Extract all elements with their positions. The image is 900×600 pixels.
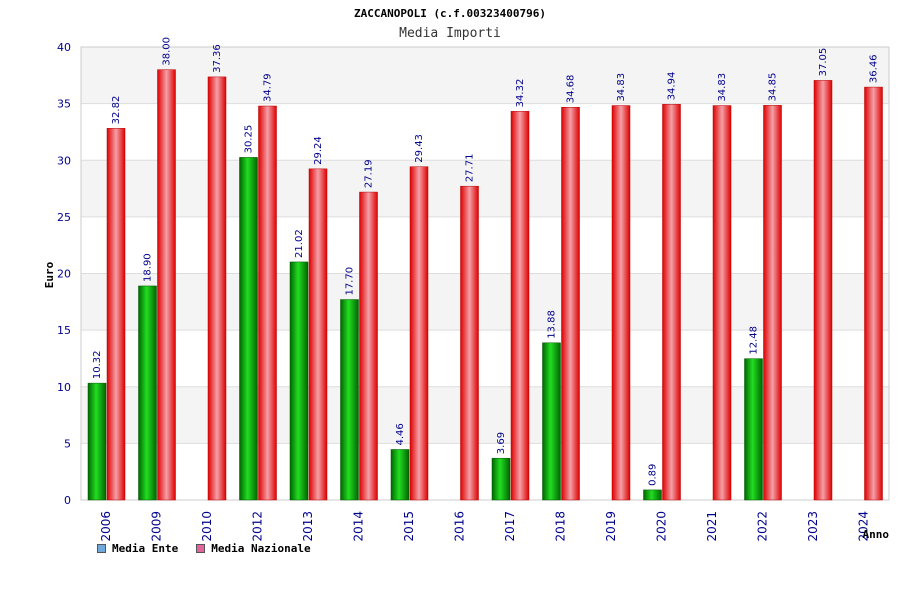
bar-media-nazionale bbox=[359, 191, 378, 501]
bars bbox=[87, 69, 883, 501]
bar-media-ente bbox=[239, 157, 258, 501]
value-label: 13.88 bbox=[547, 310, 558, 339]
y-tick-label: 10 bbox=[57, 381, 71, 394]
x-tick-label: 2009 bbox=[150, 511, 164, 542]
x-axis-ticks: 2006 2009 2010 2012 2013 2014 2015 2016 2017 2018… bbox=[99, 511, 871, 542]
bar-media-ente bbox=[289, 261, 309, 501]
bar-media-nazionale bbox=[813, 80, 833, 501]
bar-media-nazionale bbox=[712, 105, 732, 501]
value-label: 34.68 bbox=[566, 75, 577, 104]
value-label: 12.48 bbox=[749, 326, 760, 355]
y-tick-label: 15 bbox=[57, 324, 71, 337]
x-tick-label: 2017 bbox=[503, 511, 517, 542]
value-labels: 10.32 32.82 18.90 38.00 37.36 30.25 34.79 21.02… bbox=[92, 37, 880, 486]
bar-media-nazionale bbox=[662, 104, 681, 501]
bar-media-nazionale bbox=[157, 69, 176, 501]
x-tick-label: 2013 bbox=[301, 511, 315, 542]
bar-media-nazionale bbox=[460, 185, 479, 501]
y-tick-label: 30 bbox=[57, 154, 71, 167]
value-label: 27.71 bbox=[465, 154, 476, 183]
bar-media-ente bbox=[390, 449, 410, 501]
value-label: 34.32 bbox=[515, 79, 526, 108]
value-label: 29.43 bbox=[414, 134, 425, 163]
x-tick-label: 2006 bbox=[99, 511, 113, 542]
value-label: 30.25 bbox=[244, 125, 255, 154]
x-tick-label: 2010 bbox=[200, 511, 214, 542]
y-tick-label: 40 bbox=[57, 41, 71, 54]
y-tick-label: 20 bbox=[57, 268, 71, 281]
bar-media-nazionale bbox=[106, 128, 126, 501]
y-tick-label: 25 bbox=[57, 211, 71, 224]
value-label: 18.90 bbox=[143, 253, 154, 282]
value-label: 0.89 bbox=[648, 464, 659, 486]
legend-label-media-ente: Media Ente bbox=[112, 542, 179, 555]
value-label: 4.46 bbox=[395, 423, 406, 445]
legend-item-media-nazionale: Media Nazionale bbox=[196, 542, 311, 555]
value-label: 34.79 bbox=[263, 73, 274, 102]
legend-swatch-media-ente bbox=[97, 544, 106, 553]
x-tick-label: 2024 bbox=[857, 511, 871, 542]
value-label: 29.24 bbox=[313, 136, 324, 165]
value-label: 21.02 bbox=[294, 229, 305, 258]
x-tick-label: 2019 bbox=[604, 511, 618, 542]
bar-media-nazionale bbox=[510, 111, 530, 501]
legend: Media Ente Media Nazionale bbox=[97, 542, 311, 555]
chart-title: ZACCANOPOLI (c.f.00323400796) bbox=[354, 7, 546, 20]
chart-subtitle: Media Importi bbox=[399, 26, 501, 41]
bar-media-ente bbox=[340, 299, 359, 501]
bar-media-nazionale bbox=[409, 166, 429, 501]
value-label: 3.69 bbox=[496, 432, 507, 454]
value-label: 10.32 bbox=[92, 350, 103, 379]
x-tick-label: 2023 bbox=[806, 511, 820, 542]
plot-border bbox=[80, 46, 890, 501]
x-tick-label: 2015 bbox=[402, 511, 416, 542]
x-tick-label: 2018 bbox=[554, 511, 568, 542]
value-label: 34.83 bbox=[616, 73, 627, 102]
bar-media-ente bbox=[744, 358, 763, 501]
x-tick-label: 2014 bbox=[352, 511, 366, 542]
value-label: 36.46 bbox=[869, 54, 880, 83]
legend-swatch-media-nazionale bbox=[196, 544, 206, 553]
y-axis-ticks: 0 5 10 15 20 25 30 35 40 bbox=[57, 41, 71, 507]
y-tick-label: 0 bbox=[64, 494, 71, 507]
bar-media-ente bbox=[87, 382, 107, 501]
x-tick-label: 2012 bbox=[251, 511, 265, 542]
bar-media-nazionale bbox=[207, 76, 227, 501]
y-tick-label: 5 bbox=[64, 437, 71, 450]
bar-media-nazionale bbox=[308, 168, 328, 501]
value-label: 34.94 bbox=[667, 72, 678, 101]
value-label: 32.82 bbox=[111, 96, 122, 125]
bar-media-nazionale bbox=[763, 105, 782, 501]
value-label: 34.85 bbox=[768, 73, 779, 102]
value-label: 38.00 bbox=[162, 37, 173, 66]
bar-media-nazionale bbox=[864, 86, 883, 501]
y-axis-label: Euro bbox=[43, 261, 56, 288]
value-label: 37.05 bbox=[818, 48, 829, 77]
bar-media-ente bbox=[138, 285, 157, 501]
x-tick-label: 2021 bbox=[705, 511, 719, 542]
y-tick-label: 35 bbox=[57, 98, 71, 111]
x-tick-label: 2022 bbox=[756, 511, 770, 542]
value-label: 27.19 bbox=[364, 159, 375, 188]
value-label: 34.83 bbox=[717, 73, 728, 102]
x-tick-label: 2020 bbox=[655, 511, 669, 542]
value-label: 37.36 bbox=[212, 44, 223, 73]
value-label: 17.70 bbox=[345, 267, 356, 296]
bar-media-nazionale bbox=[258, 105, 277, 501]
x-tick-label: 2016 bbox=[453, 511, 467, 542]
bar-media-ente bbox=[643, 489, 662, 501]
legend-label-media-nazionale: Media Nazionale bbox=[211, 542, 311, 555]
bar-media-nazionale bbox=[561, 106, 580, 501]
bar-media-ente bbox=[491, 457, 511, 501]
x-axis-label: Anno bbox=[863, 528, 890, 541]
legend-item-media-ente: Media Ente bbox=[97, 542, 178, 555]
bar-media-ente bbox=[542, 342, 561, 501]
bar-media-nazionale bbox=[611, 105, 631, 501]
